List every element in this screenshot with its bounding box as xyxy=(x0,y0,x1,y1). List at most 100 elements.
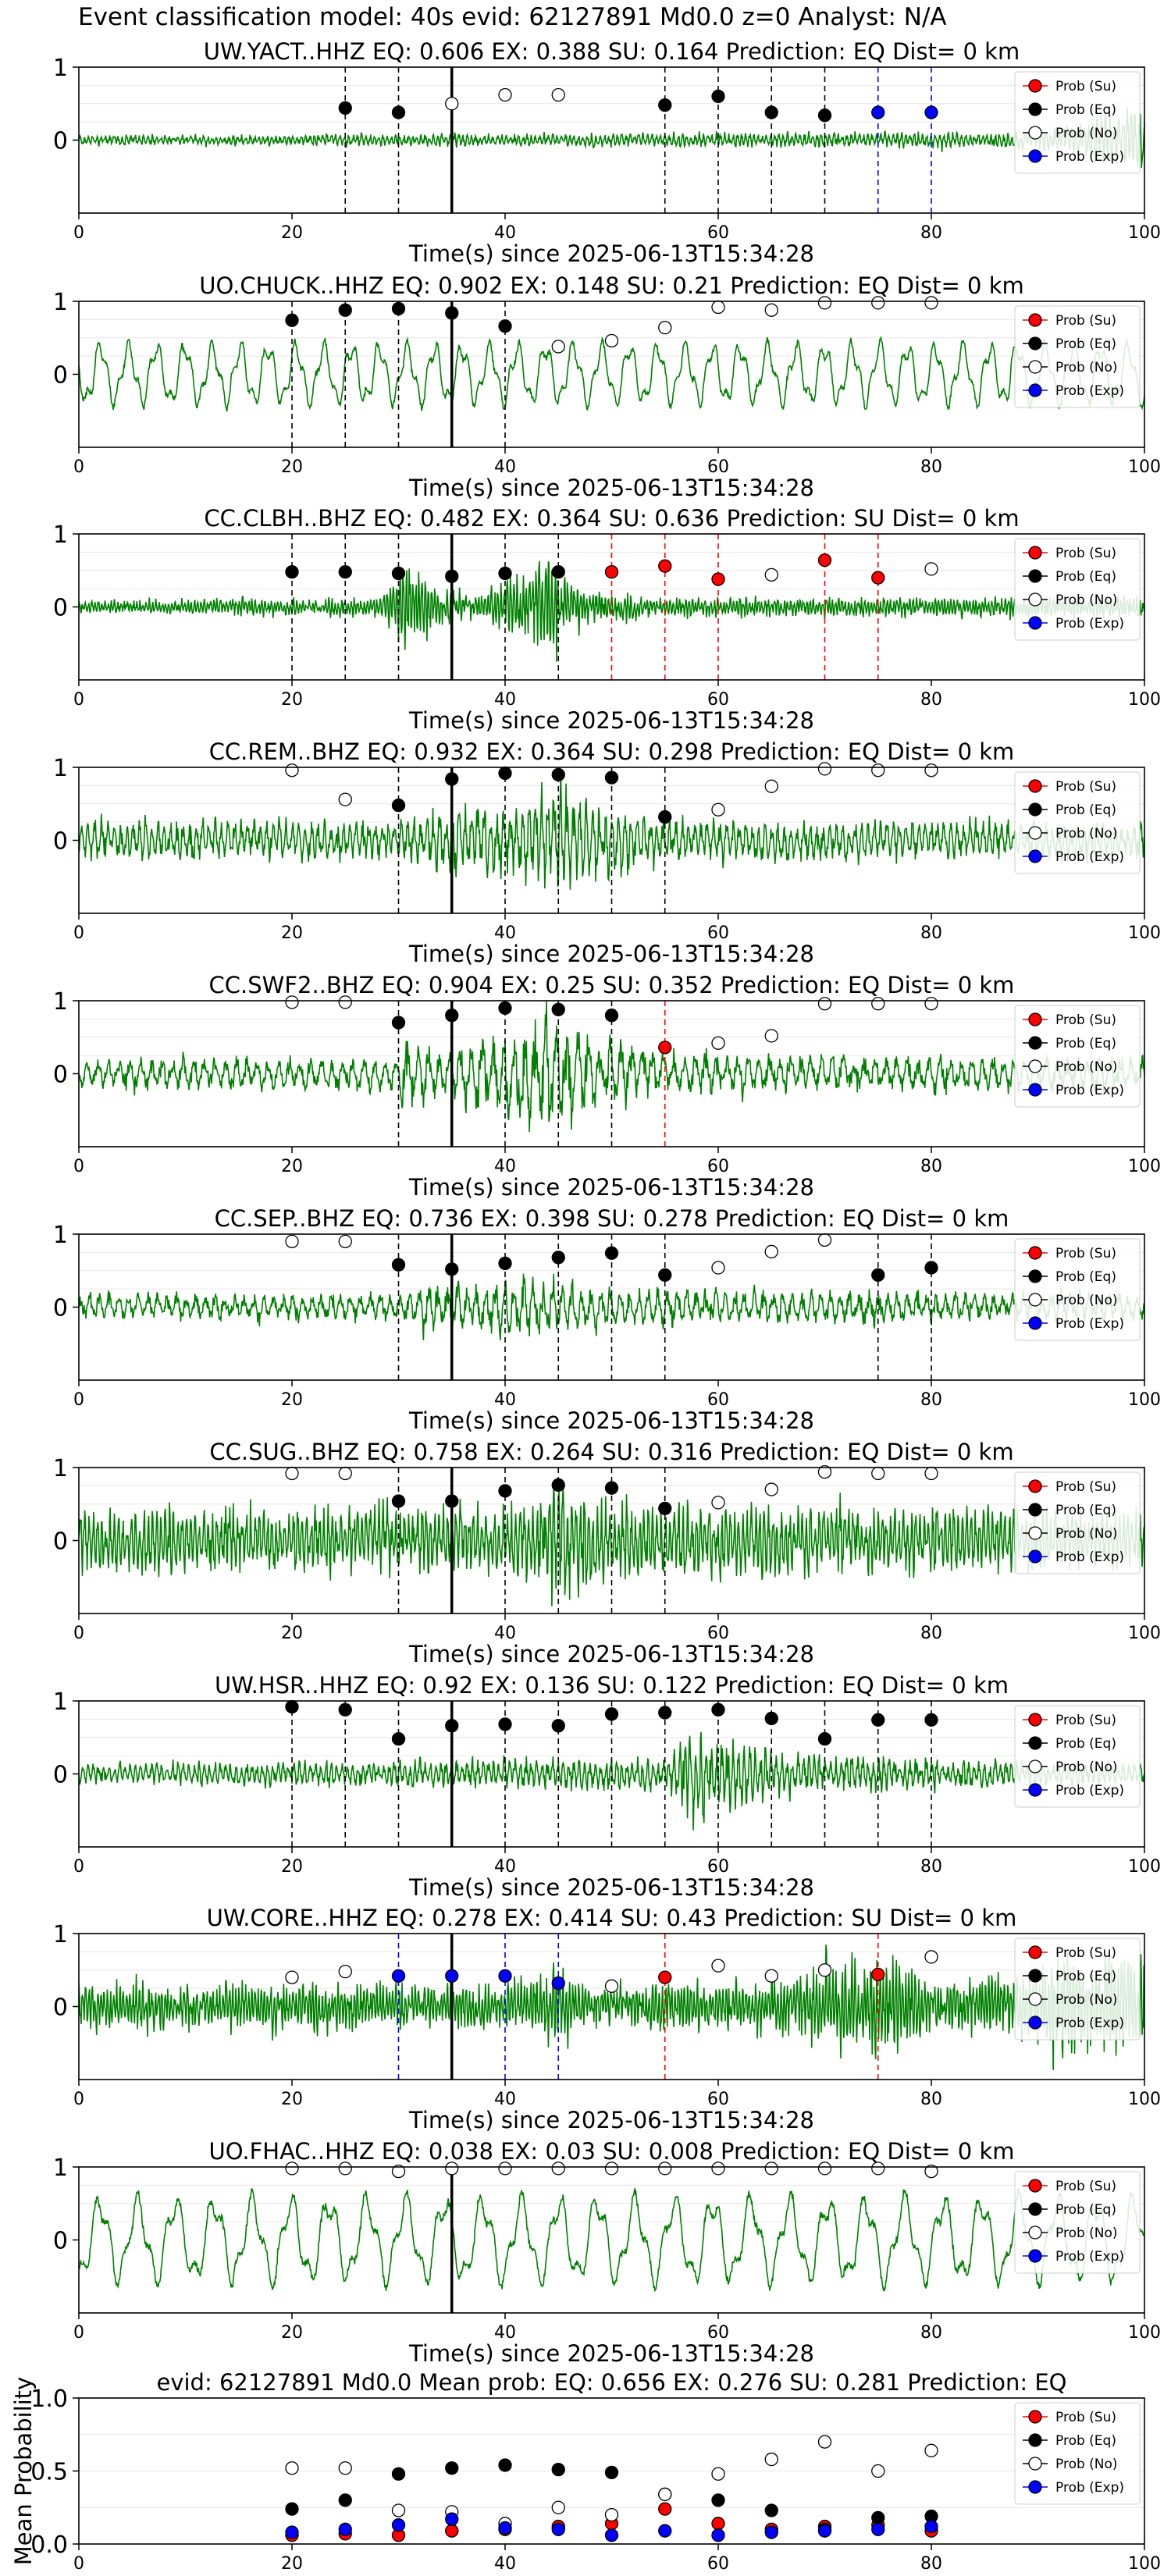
prob-marker xyxy=(658,1268,672,1283)
legend-label: Prob (Eq) xyxy=(1055,2433,1116,2449)
waveform-panel-6: CC.SEP..BHZ EQ: 0.736 EX: 0.398 SU: 0.27… xyxy=(53,1205,1161,1434)
legend-label: Prob (Su) xyxy=(1055,1945,1116,1961)
legend-label: Prob (Exp) xyxy=(1055,1550,1124,1565)
legend-box xyxy=(1014,538,1141,641)
prob-marker xyxy=(445,1494,459,1508)
mean-prob-marker xyxy=(764,2452,778,2467)
waveform-panel-8: UW.HSR..HHZ EQ: 0.92 EX: 0.136 SU: 0.122… xyxy=(53,1672,1161,1901)
x-tick-label: 20 xyxy=(281,923,303,943)
prob-marker xyxy=(391,566,406,581)
mean-prob-marker xyxy=(338,2522,352,2536)
prob-marker xyxy=(338,101,352,116)
legend-label: Prob (Exp) xyxy=(1055,616,1124,632)
legend-label: Prob (Su) xyxy=(1055,313,1116,329)
mean-prob-marker xyxy=(498,2521,512,2535)
y-tick-label: 1 xyxy=(53,55,68,82)
prob-marker xyxy=(551,1976,565,1991)
legend-label: Prob (Eq) xyxy=(1055,336,1116,352)
prob-marker xyxy=(764,1029,778,1043)
legend-marker xyxy=(1028,1036,1042,1050)
prob-marker xyxy=(604,2161,619,2176)
x-tick-label: 60 xyxy=(707,1857,729,1877)
mean-prob-marker xyxy=(604,2507,619,2522)
legend-label: Prob (Eq) xyxy=(1055,1269,1116,1285)
legend-marker xyxy=(1028,1246,1042,1260)
prob-marker xyxy=(817,109,832,123)
legend-box xyxy=(1014,2171,1141,2274)
prob-marker xyxy=(445,2161,459,2176)
prob-marker xyxy=(871,1268,885,1283)
prob-marker xyxy=(817,1464,832,1479)
mean-prob-marker xyxy=(285,2502,299,2516)
prob-marker xyxy=(391,798,406,813)
prob-marker xyxy=(445,97,459,111)
prob-marker xyxy=(338,1703,352,1717)
prob-marker xyxy=(924,1261,938,1275)
legend-marker xyxy=(1028,1526,1042,1540)
legend-marker xyxy=(1028,616,1042,630)
waveform-trace xyxy=(79,1001,1144,1133)
legend-label: Prob (No) xyxy=(1055,2226,1118,2241)
prob-marker xyxy=(338,1964,352,1979)
legend-box xyxy=(1014,1937,1141,2041)
legend-marker xyxy=(1028,2226,1042,2240)
legend-marker xyxy=(1028,1012,1042,1026)
prob-marker xyxy=(817,1731,832,1746)
mean-prob-marker xyxy=(498,2458,512,2472)
waveform-panel-9: UW.CORE..HHZ EQ: 0.278 EX: 0.414 SU: 0.4… xyxy=(53,1905,1161,2133)
waveform-trace xyxy=(79,335,1144,412)
x-tick-label: 60 xyxy=(707,1390,729,1410)
waveform-trace xyxy=(79,770,1144,890)
prob-marker xyxy=(445,1969,459,1983)
prob-marker xyxy=(817,1233,832,1247)
legend-marker xyxy=(1028,2016,1042,2030)
panel-title: UO.FHAC..HHZ EQ: 0.038 EX: 0.03 SU: 0.00… xyxy=(208,2138,1014,2165)
legend-marker xyxy=(1028,1736,1042,1750)
y-tick-label: 0 xyxy=(53,1062,68,1089)
y-tick-label: 1 xyxy=(53,988,68,1016)
prob-marker xyxy=(924,997,938,1011)
legend-label: Prob (No) xyxy=(1055,360,1118,375)
prob-marker xyxy=(924,1713,938,1727)
x-tick-label: 80 xyxy=(920,457,942,477)
panel-title: UW.CORE..HHZ EQ: 0.278 EX: 0.414 SU: 0.4… xyxy=(207,1905,1017,1931)
x-tick-label: 80 xyxy=(920,1624,942,1643)
prob-marker xyxy=(498,319,512,333)
x-tick-label: 60 xyxy=(707,223,729,243)
prob-marker xyxy=(817,553,832,568)
y-axis-label: Mean Probability xyxy=(10,2377,37,2566)
x-tick-label: 80 xyxy=(920,1157,942,1176)
prob-marker xyxy=(658,2161,672,2176)
x-tick-label: 40 xyxy=(494,2323,516,2343)
prob-marker xyxy=(551,564,565,579)
x-tick-label: 60 xyxy=(707,1157,729,1176)
x-tick-label: 60 xyxy=(707,1624,729,1643)
prob-marker xyxy=(658,321,672,335)
prob-marker xyxy=(498,766,512,781)
prob-marker xyxy=(391,1258,406,1272)
legend-label: Prob (No) xyxy=(1055,1059,1118,1075)
x-tick-label: 20 xyxy=(281,1857,303,1877)
mean-prob-marker xyxy=(285,2461,299,2475)
x-tick-label: 0 xyxy=(73,2090,84,2109)
prob-marker xyxy=(551,1478,565,1493)
prob-marker xyxy=(551,2161,565,2176)
prob-marker xyxy=(604,1481,619,1495)
legend-marker xyxy=(1028,2410,1042,2424)
legend-label: Prob (Exp) xyxy=(1055,2016,1124,2031)
legend-label: Prob (Exp) xyxy=(1055,149,1124,165)
prob-marker xyxy=(391,1494,406,1508)
prob-marker xyxy=(391,105,406,119)
legend-marker xyxy=(1028,849,1042,863)
legend-label: Prob (No) xyxy=(1055,2457,1118,2472)
mean-prob-marker xyxy=(871,2522,885,2536)
prob-marker xyxy=(285,1234,299,1248)
legend-marker xyxy=(1028,383,1042,397)
legend-marker xyxy=(1028,149,1042,163)
prob-marker xyxy=(924,1466,938,1481)
prob-marker xyxy=(551,87,565,102)
x-tick-label: 0 xyxy=(73,1390,84,1410)
mean-prob-marker xyxy=(285,2525,299,2539)
legend-marker xyxy=(1028,336,1042,350)
legend-marker xyxy=(1028,569,1042,583)
